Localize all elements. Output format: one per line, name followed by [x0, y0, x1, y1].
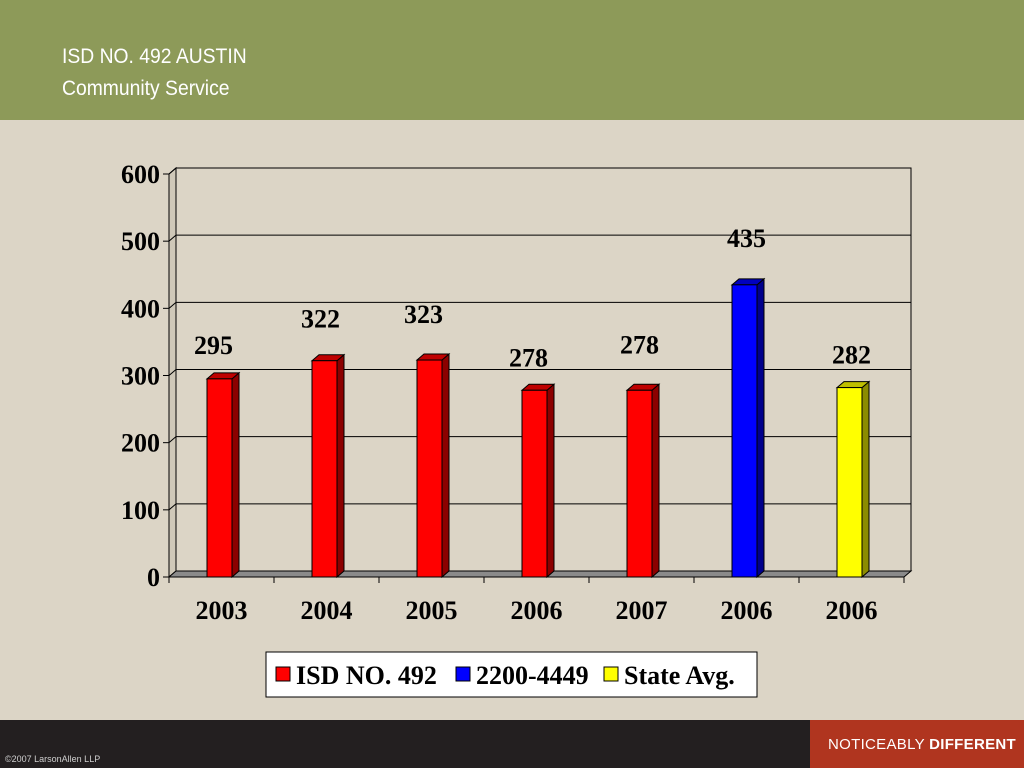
y-tick-label: 600: [121, 160, 160, 189]
x-tick-label: 2005: [406, 596, 458, 625]
x-tick-label: 2004: [301, 596, 353, 625]
header-bar: [0, 0, 1024, 120]
x-tick-label: 2006: [511, 596, 563, 625]
bar: [416, 359, 443, 578]
gridline: [168, 301, 911, 309]
slide-subtitle: Community Service: [62, 77, 230, 100]
legend-swatch: [455, 666, 471, 682]
x-tick-label: 2003: [196, 596, 248, 625]
copyright-text: ©2007 LarsonAllen LLP: [5, 754, 101, 764]
bar: [521, 389, 548, 578]
bar: [206, 378, 233, 578]
bar-side: [336, 353, 345, 579]
y-tick-label: 100: [121, 496, 160, 525]
gridline: [168, 234, 911, 242]
data-label: 282: [832, 341, 871, 370]
legend-label: 2200-4449: [476, 661, 589, 690]
gridline: [168, 369, 911, 376]
tagline-box: [810, 720, 1024, 768]
x-tick-label: 2006: [826, 596, 878, 625]
tagline-light: NOTICEABLY: [828, 736, 925, 753]
legend-label: State Avg.: [624, 661, 735, 690]
x-tick-label: 2007: [616, 596, 668, 625]
bar-side: [441, 352, 450, 579]
data-label: 278: [509, 343, 548, 372]
legend-swatch: [275, 666, 291, 682]
bar-side: [651, 383, 660, 579]
y-tick-label: 0: [147, 563, 160, 592]
gridline: [168, 167, 911, 175]
legend-box: [265, 651, 758, 698]
data-label: 278: [620, 330, 659, 359]
chart-area: 0 100 200 300 400 500 600 2003 2004 2005 2006 2007 2…: [0, 120, 1024, 720]
bar: [836, 387, 863, 578]
tagline: NOTICEABLY DIFFERENT: [828, 736, 1016, 753]
bar-side: [546, 383, 555, 579]
legend-swatch: [603, 666, 619, 682]
data-label: 435: [727, 224, 766, 253]
x-tick-label: 2006: [721, 596, 773, 625]
gridline: [168, 436, 911, 444]
y-tick-label: 300: [121, 362, 160, 391]
y-tick-label: 200: [121, 429, 160, 458]
y-tick-label: 400: [121, 294, 160, 323]
bar: [731, 284, 758, 578]
slide-title: ISD NO. 492 AUSTIN: [62, 45, 247, 68]
bar-side: [861, 380, 870, 579]
bar: [311, 360, 338, 578]
bar-side: [756, 277, 765, 579]
bar: [626, 389, 653, 578]
tagline-bold: DIFFERENT: [929, 736, 1016, 753]
data-label: 295: [194, 331, 233, 360]
y-tick-label: 500: [121, 227, 160, 256]
data-label: 322: [301, 305, 340, 334]
bar-side: [231, 371, 240, 579]
gridline: [168, 503, 911, 511]
data-label: 323: [404, 300, 443, 329]
bar-chart: 0 100 200 300 400 500 600 2003 2004 2005 2006 2007 2…: [121, 160, 913, 698]
legend-label: ISD NO. 492: [296, 661, 437, 690]
